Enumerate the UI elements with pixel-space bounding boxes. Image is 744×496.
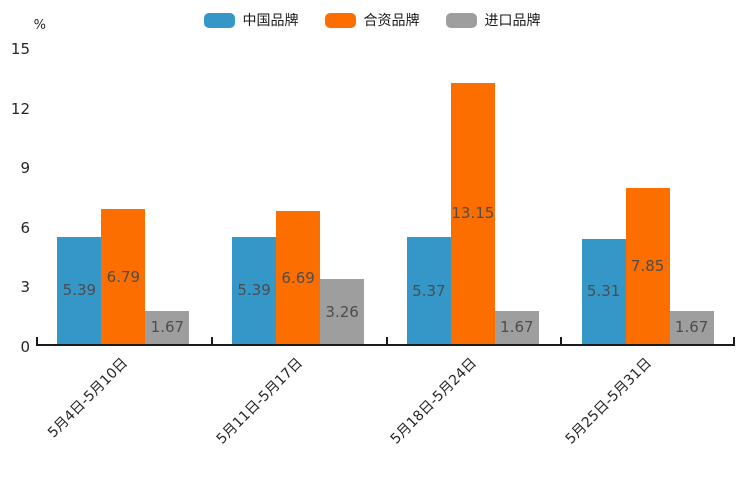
bar-value-label: 7.85	[630, 257, 665, 276]
bar-chinese-brands-2[interactable]: 5.37	[406, 237, 451, 344]
y-axis-tick-label: 12	[10, 99, 30, 118]
x-axis-label-0: 5月4日-5月10日	[44, 355, 131, 442]
bar-value-label: 3.26	[325, 302, 359, 321]
y-axis-tick-label: 15	[10, 40, 30, 58]
x-axis-label-1: 5月11日-5月17日	[213, 355, 306, 448]
x-axis-label-3: 5月25日-5月31日	[562, 355, 656, 448]
bar-group-0: 5.39 6.79 1.67	[36, 46, 211, 344]
x-axis-tick-mark	[385, 337, 388, 344]
bar-imported-brands-1[interactable]: 3.26	[320, 279, 365, 344]
bar-value-label: 5.37	[412, 281, 446, 300]
y-axis-tick-label: 9	[20, 159, 30, 178]
x-axis-tick-mark	[36, 337, 38, 344]
bar-imported-brands-0[interactable]: 1.67	[145, 310, 190, 344]
legend-swatch-imported-brands-icon	[445, 12, 477, 28]
bar-value-label: 1.67	[500, 318, 534, 337]
legend-item-imported-brands[interactable]: 进口品牌	[445, 10, 541, 30]
bar-imported-brands-3[interactable]: 1.67	[669, 310, 714, 344]
bar-value-label: 6.69	[281, 268, 315, 287]
legend-label-chinese-brands: 中国品牌	[242, 13, 299, 29]
bar-value-label: 1.67	[674, 318, 709, 337]
legend-swatch-joint-venture-brands-icon	[324, 12, 356, 28]
legend-item-chinese-brands[interactable]: 中国品牌	[203, 10, 299, 30]
legend-label-imported-brands: 进口品牌	[484, 13, 541, 29]
y-axis-unit-label: %	[33, 18, 46, 33]
bar-joint-venture-brands-2[interactable]: 13.15	[450, 82, 495, 344]
bar-group-2: 5.37 13.15 1.67	[386, 46, 561, 344]
bar-joint-venture-brands-3[interactable]: 7.85	[625, 188, 670, 344]
bar-group-1: 5.39 6.69 3.26	[211, 46, 386, 344]
x-axis-tick-mark	[733, 337, 735, 344]
x-axis-tick-mark	[210, 337, 213, 344]
bar-chinese-brands-0[interactable]: 5.39	[57, 236, 102, 344]
y-axis-tick-label: 6	[20, 218, 30, 237]
bar-joint-venture-brands-0[interactable]: 6.79	[101, 209, 146, 344]
legend-swatch-chinese-brands-icon	[203, 12, 235, 28]
y-axis-tick-label: 0	[20, 338, 30, 356]
bar-value-label: 5.31	[586, 282, 621, 301]
legend-item-joint-venture-brands[interactable]: 合资品牌	[324, 10, 420, 30]
bar-value-label: 6.79	[106, 267, 141, 286]
y-axis-tick-label: 3	[20, 278, 30, 297]
plot-area: 5.39 6.79 1.67 5.39 6.69 3.26 5.37 13.15 1.67 5.3…	[36, 46, 735, 346]
x-axis-tick-mark	[560, 337, 563, 344]
bar-imported-brands-2[interactable]: 1.67	[494, 310, 539, 344]
bar-joint-venture-brands-1[interactable]: 6.69	[276, 211, 321, 344]
bar-value-label: 5.39	[237, 281, 271, 300]
bar-value-label: 13.15	[451, 204, 495, 223]
bar-value-label: 1.67	[150, 318, 185, 337]
x-axis-label-2: 5月18日-5月24日	[388, 355, 481, 448]
bar-group-3: 5.31 7.85 1.67	[560, 46, 735, 344]
bar-chinese-brands-3[interactable]: 5.31	[581, 238, 626, 344]
legend-label-joint-venture-brands: 合资品牌	[363, 13, 420, 29]
bar-chinese-brands-1[interactable]: 5.39	[232, 236, 277, 344]
bar-value-label: 5.39	[62, 281, 97, 300]
chart-legend: 中国品牌 合资品牌 进口品牌	[0, 10, 744, 30]
